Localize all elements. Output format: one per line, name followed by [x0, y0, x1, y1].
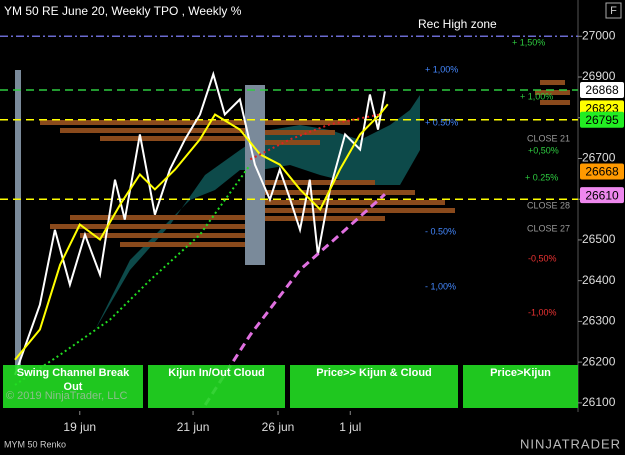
y-tick-label: 26100: [582, 395, 616, 409]
y-tick-label: 26700: [582, 151, 616, 165]
button-label[interactable]: Kijun In/Out Cloud: [168, 367, 265, 379]
series-line: [14, 164, 252, 386]
annotation: + 1,00%: [425, 64, 458, 74]
annotation: -0,50%: [528, 253, 557, 263]
price-marker: [580, 111, 624, 128]
x-tick-label: 21 jun: [177, 420, 210, 434]
price-marker-label: 26868: [585, 83, 619, 97]
button-label[interactable]: Price>> Kijun & Cloud: [316, 367, 432, 379]
y-tick-label: 26400: [582, 273, 616, 287]
price-marker: [580, 82, 624, 99]
button-bg[interactable]: [290, 365, 458, 408]
annotation: +0,50%: [528, 145, 559, 155]
button[interactable]: Kijun In/Out Cloud: [148, 365, 285, 408]
series-line: [203, 193, 386, 406]
button-bg[interactable]: [148, 365, 285, 408]
series-line: [249, 113, 380, 161]
button-label[interactable]: Swing Channel Break Out: [17, 367, 130, 393]
annotation: CLOSE 21: [527, 133, 570, 143]
x-tick-label: 26 jun: [262, 420, 295, 434]
button-bg[interactable]: [3, 365, 143, 408]
button-label[interactable]: Price>Kijun: [490, 367, 551, 379]
price-marker-label: 26610: [585, 188, 619, 202]
button[interactable]: Price>> Kijun & Cloud: [290, 365, 458, 408]
button[interactable]: Swing Channel Break Out: [3, 365, 143, 408]
button[interactable]: Price>Kijun: [463, 365, 578, 408]
price-marker-label: 26668: [585, 165, 619, 179]
price-marker-label: 26795: [585, 113, 619, 127]
annotation: CLOSE 28: [527, 200, 570, 210]
button-label-line[interactable]: Out: [64, 381, 83, 393]
button-label-line[interactable]: Swing Channel Break: [17, 367, 130, 379]
annotation: -1,00%: [528, 307, 557, 317]
button-bg[interactable]: [463, 365, 578, 408]
x-tick-label: 1 jul: [339, 420, 361, 434]
instrument: MYM 50 Renko: [4, 439, 66, 449]
series-line: [14, 103, 389, 361]
cloud: [95, 95, 420, 330]
y-tick-label: 26500: [582, 232, 616, 246]
annotation: - 0.50%: [425, 226, 456, 236]
x-tick-label: 19 jun: [63, 420, 96, 434]
price-marker: [580, 163, 624, 180]
brand: NINJATRADER: [520, 436, 621, 451]
y-tick-label: 27000: [582, 28, 616, 42]
annotation: + 0.25%: [525, 172, 558, 182]
annotation: CLOSE 27: [527, 223, 570, 233]
y-tick-label: 26900: [582, 69, 616, 83]
series-line: [14, 70, 386, 376]
y-tick-label: 26200: [582, 354, 616, 368]
y-tick-label: 26300: [582, 314, 616, 328]
annotation: + 1,50%: [512, 37, 545, 47]
corner-box[interactable]: [605, 2, 622, 19]
annotation: + 1,00%: [520, 91, 553, 101]
annotation: - 1,00%: [425, 281, 456, 291]
copyright: © 2019 NinjaTrader, LLC: [6, 390, 127, 402]
zone-label: Rec High zone: [418, 17, 497, 31]
corner-label[interactable]: F: [610, 5, 617, 17]
chart-title: YM 50 RE June 20, Weekly TPO , Weekly %: [4, 4, 242, 18]
annotation: + 0.50%: [425, 117, 458, 127]
price-marker: [580, 187, 624, 204]
